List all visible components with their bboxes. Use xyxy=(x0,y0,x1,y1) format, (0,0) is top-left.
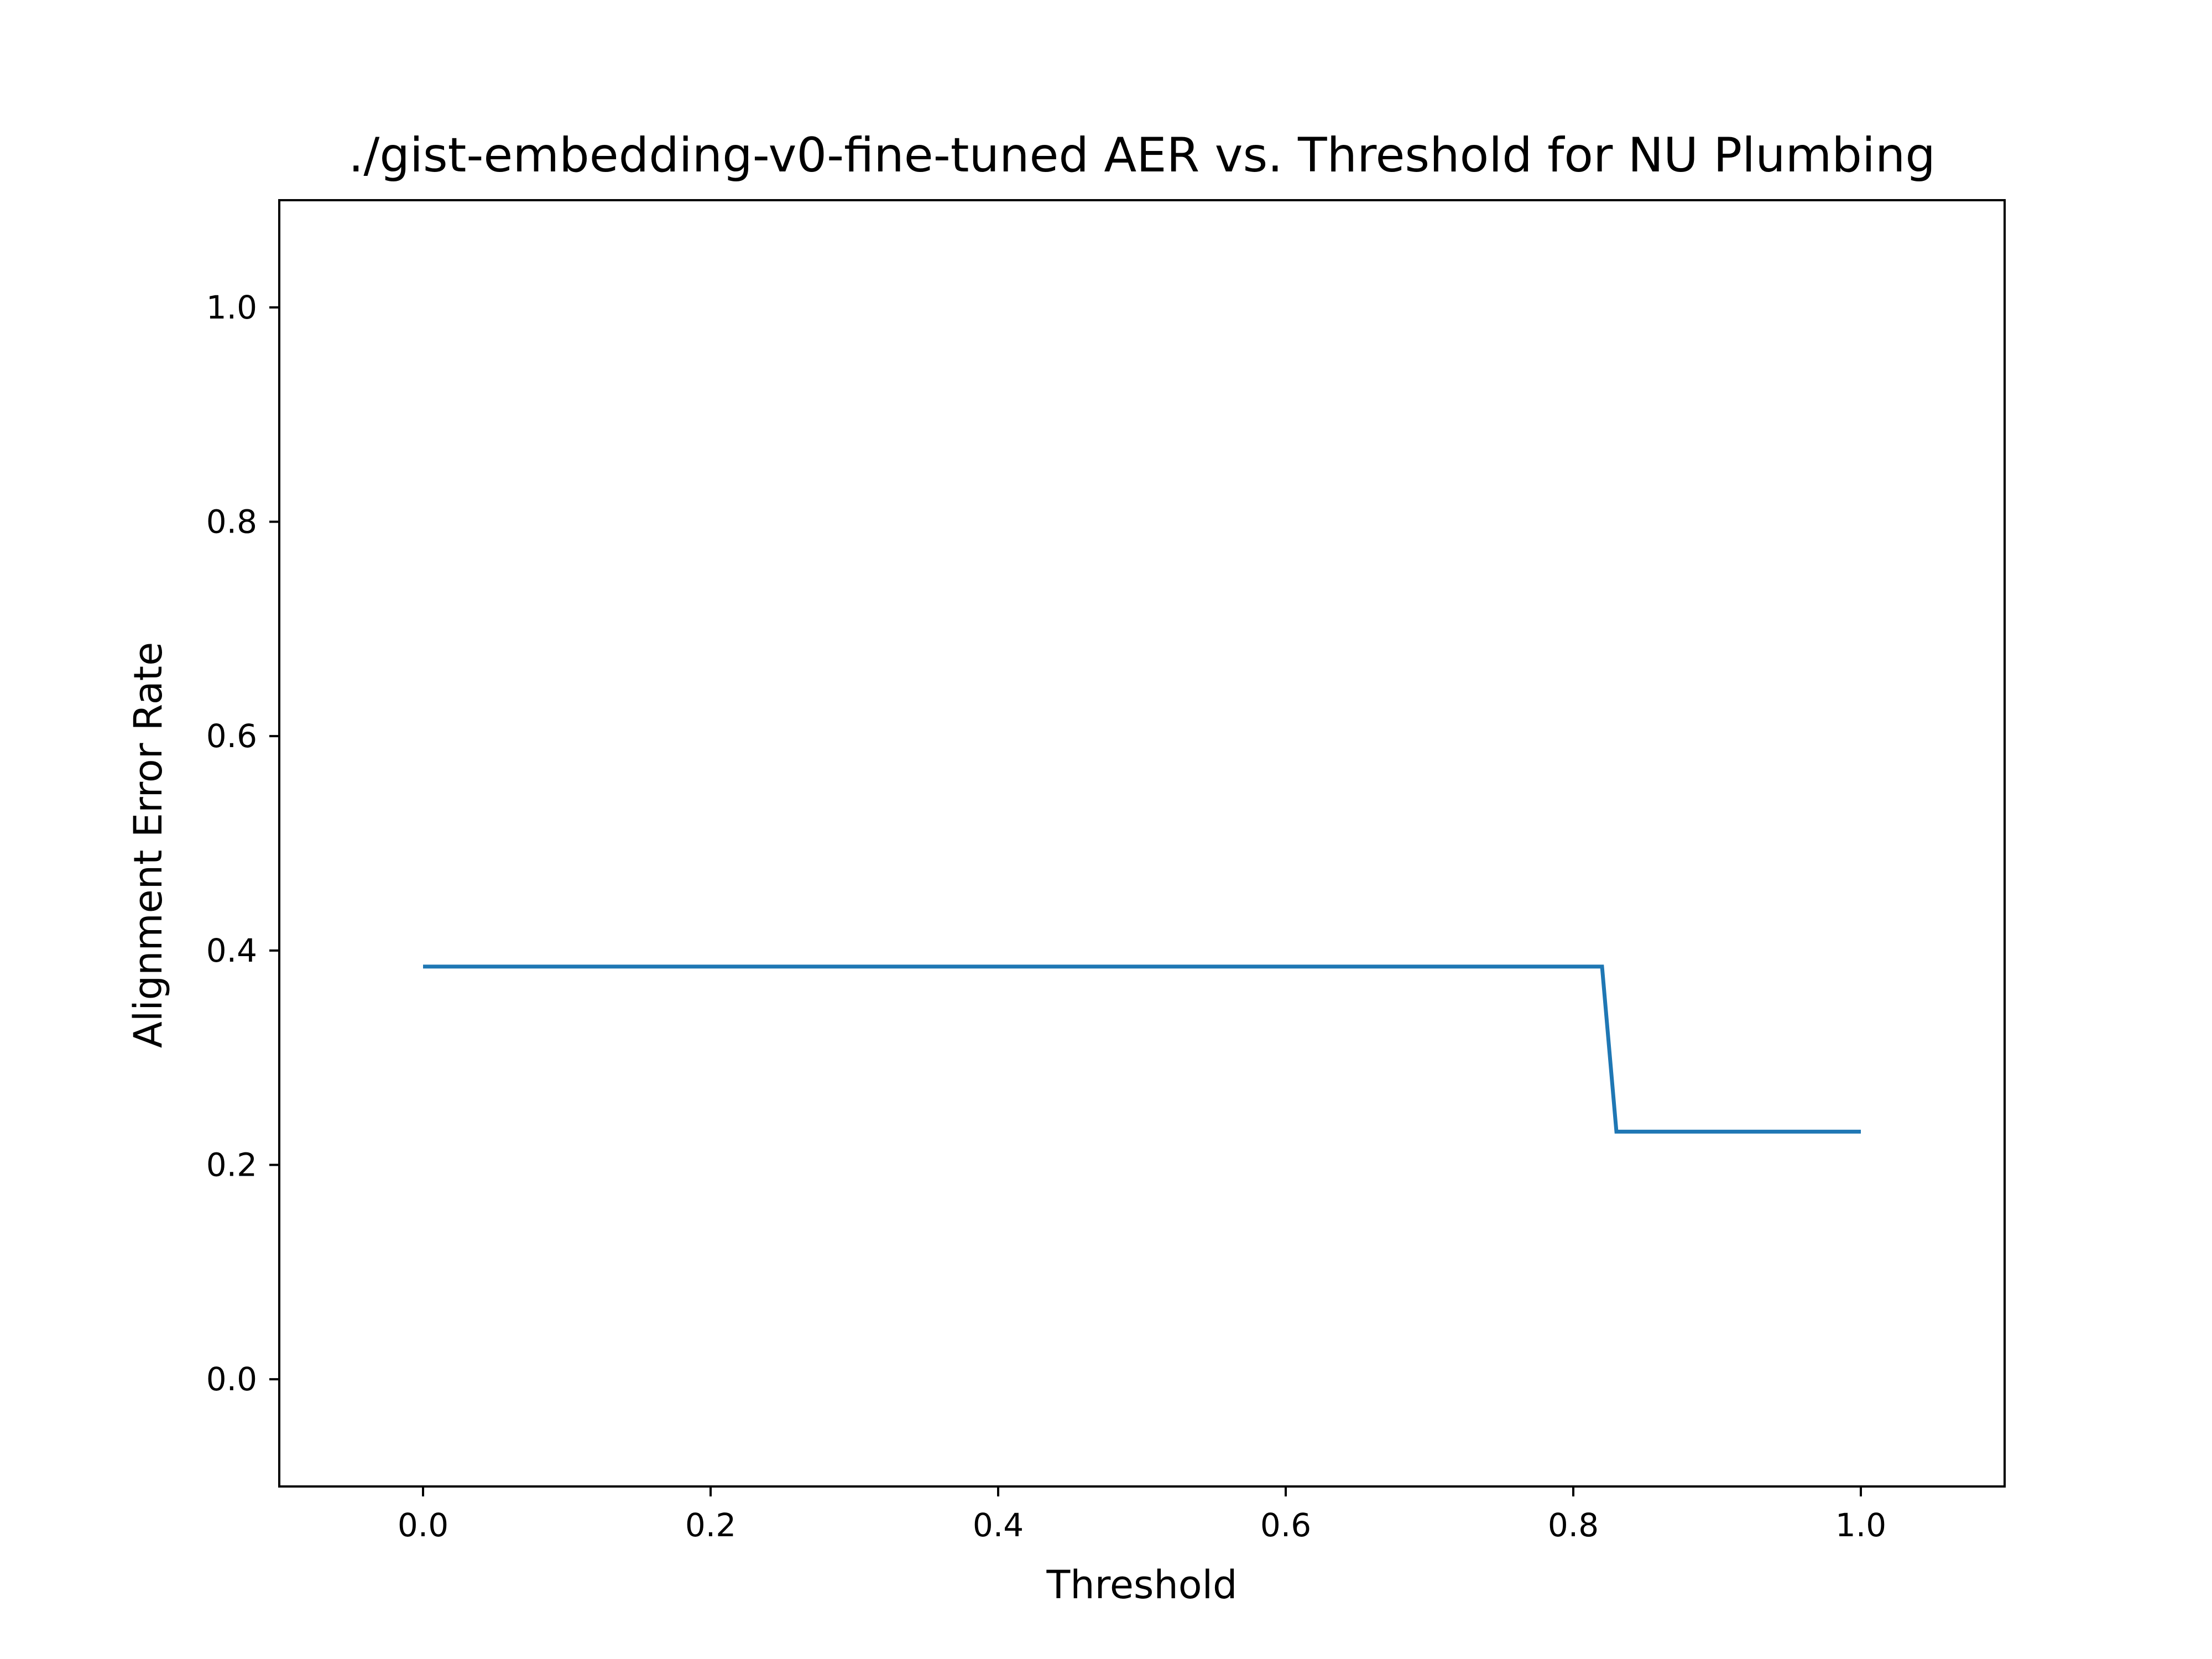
y-tick-label: 0.0 xyxy=(206,1360,257,1398)
x-tick-label: 0.0 xyxy=(398,1506,448,1544)
x-tick-label: 0.4 xyxy=(973,1506,1024,1544)
y-tick-label: 0.2 xyxy=(206,1146,257,1184)
y-tick-label: 1.0 xyxy=(206,289,257,326)
series-line xyxy=(423,964,1861,1134)
plot-frame xyxy=(278,199,2006,1488)
y-tick-label: 0.8 xyxy=(206,503,257,541)
y-tick-label: 0.6 xyxy=(206,717,257,755)
chart-title: ./gist-embedding-v0-fine-tuned AER vs. T… xyxy=(348,128,1936,183)
y-tick-label: 0.4 xyxy=(206,932,257,969)
y-axis-label: Alignment Error Rate xyxy=(126,642,171,1048)
x-axis-label: Threshold xyxy=(1046,1562,1238,1608)
x-tick-label: 0.6 xyxy=(1260,1506,1311,1544)
x-tick-label: 1.0 xyxy=(1835,1506,1886,1544)
x-tick-label: 0.8 xyxy=(1548,1506,1599,1544)
plot-area: 0.0 0.2 0.4 0.6 0.8 1.0 0.0 0.2 0.4 0.6 0.8 1.0 xyxy=(206,289,1886,1544)
x-tick-label: 0.2 xyxy=(685,1506,736,1544)
